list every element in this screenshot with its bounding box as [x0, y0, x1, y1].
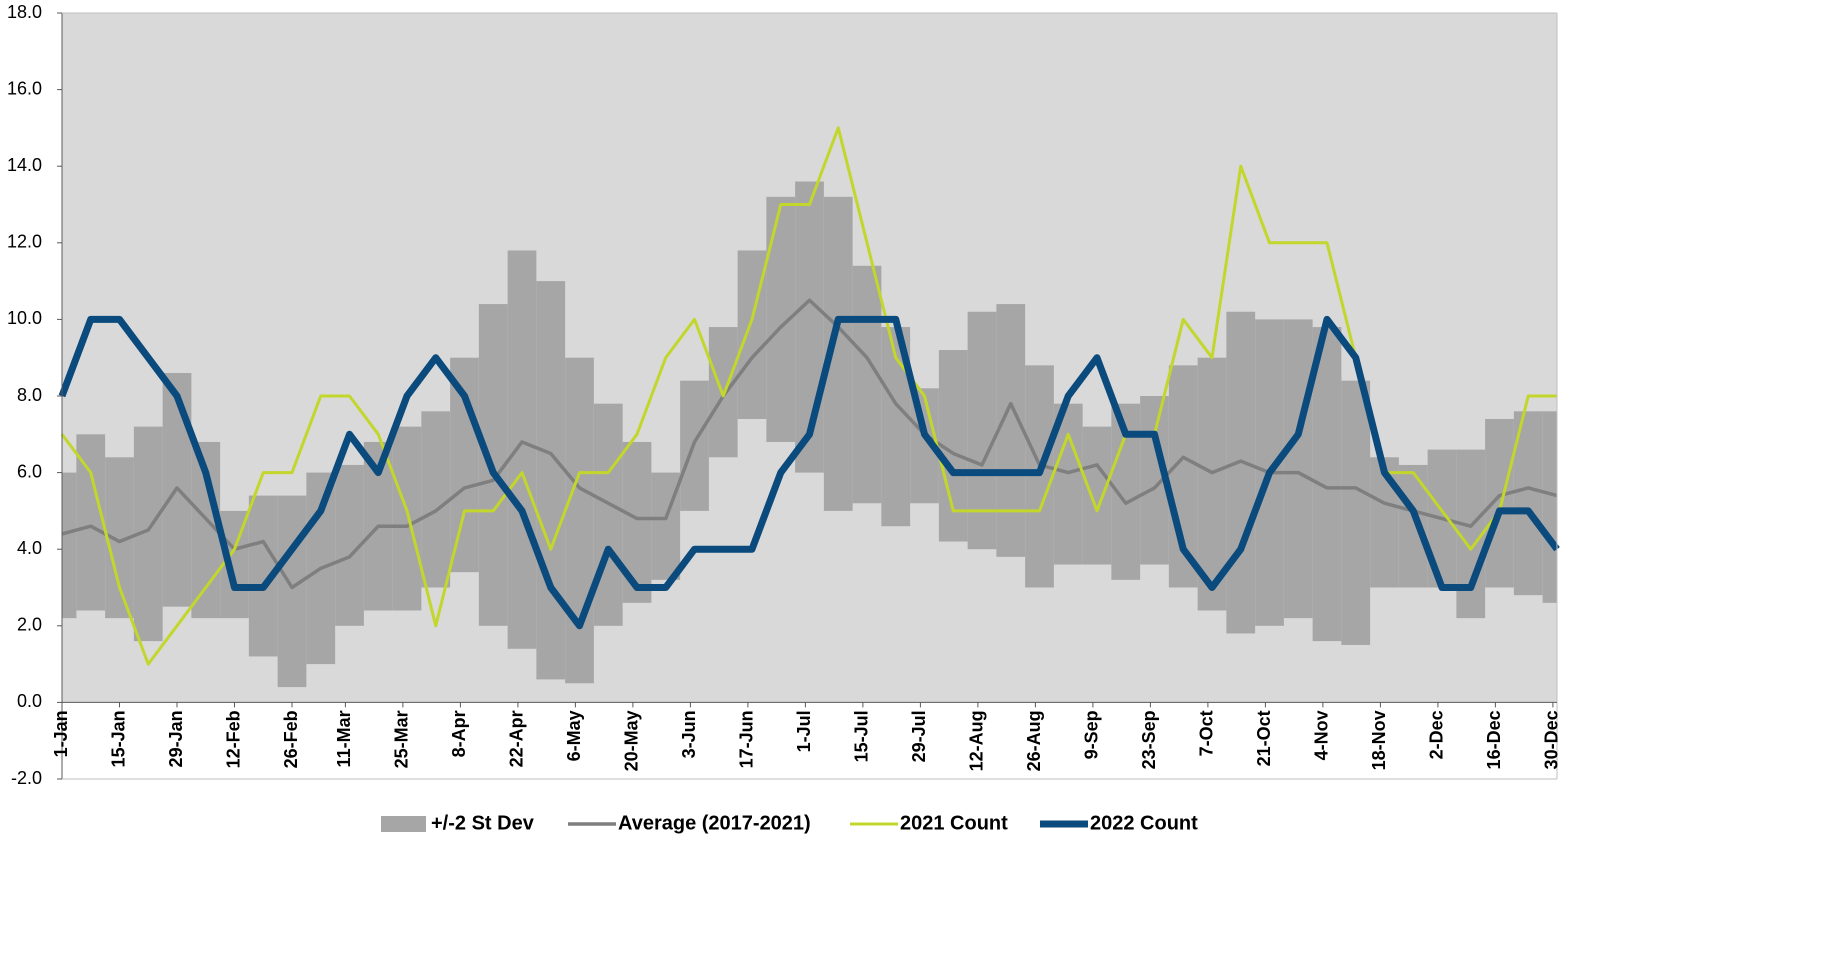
x-tick-label: 2-Dec [1427, 710, 1447, 759]
x-tick-label: 18-Nov [1369, 710, 1389, 770]
x-tick-label: 23-Sep [1139, 710, 1159, 769]
x-tick-label: 30-Dec [1542, 710, 1562, 769]
band-bar [76, 434, 106, 611]
x-tick-label: 22-Apr [507, 710, 527, 767]
band-bar [1283, 319, 1313, 619]
band-bar [565, 357, 594, 684]
band-bar [1542, 411, 1557, 603]
x-tick-label: 1-Jan [51, 710, 71, 757]
band-bar [1341, 380, 1371, 645]
x-tick-label: 1-Jul [794, 710, 814, 752]
y-tick-label: 10.0 [7, 308, 42, 328]
x-tick-label: 3-Jun [679, 710, 699, 758]
y-tick-label: 0.0 [17, 691, 42, 711]
band-bar [220, 510, 249, 619]
band-bar [277, 495, 307, 688]
x-tick-label: 8-Apr [449, 710, 469, 757]
band-bar [967, 311, 997, 550]
series-line [60, 126, 1557, 666]
x-tick-label: 11-Mar [334, 710, 354, 767]
x-tick-label: 26-Feb [281, 710, 301, 768]
x-tick-label: 15-Jan [108, 710, 128, 767]
band-bar [593, 403, 623, 626]
y-tick-label: 12.0 [7, 232, 42, 252]
band-bar [996, 304, 1026, 557]
x-tick-label: 20-May [622, 710, 642, 771]
series-line [61, 298, 1558, 590]
band-bar [1485, 418, 1514, 588]
legend-label: 2022 Count [1090, 812, 1198, 834]
legend-label: 2021 Count [900, 812, 1008, 834]
y-tick-label: 14.0 [7, 155, 42, 175]
band-bar [421, 411, 451, 588]
x-tick-label: 15-Jul [852, 710, 872, 762]
legend-label: +/-2 St Dev [431, 812, 535, 834]
band-bar [450, 357, 479, 573]
x-tick-label: 29-Jul [909, 710, 929, 762]
band-bar [1197, 357, 1227, 611]
band-bar [62, 472, 77, 619]
x-tick-label: 9-Sep [1082, 710, 1102, 759]
x-tick-label: 16-Dec [1484, 710, 1504, 769]
band-bar [1513, 411, 1543, 596]
band-bar [1398, 464, 1428, 588]
series-line [58, 315, 1560, 630]
y-tick-label: 18.0 [7, 2, 42, 22]
band-bar [1025, 365, 1054, 588]
band-bar [1370, 457, 1399, 588]
band-bar [1226, 311, 1256, 634]
band-bar [392, 426, 422, 611]
band-bar [536, 281, 566, 680]
x-tick-label: 7-Oct [1197, 710, 1217, 756]
x-tick-label: 29-Jan [166, 710, 186, 767]
y-tick-label: 2.0 [17, 615, 42, 635]
x-tick-label: 12-Aug [967, 710, 987, 771]
band-bar [507, 250, 537, 649]
legend-label: Average (2017-2021) [618, 812, 811, 834]
y-tick-label: 8.0 [17, 385, 42, 405]
y-tick-label: 16.0 [7, 78, 42, 98]
x-tick-label: 12-Feb [223, 710, 243, 768]
x-tick-label: 21-Oct [1254, 710, 1274, 766]
y-tick-label: -2.0 [11, 768, 42, 788]
band-bar [1082, 426, 1112, 565]
legend-swatch [381, 816, 426, 832]
x-tick-label: 17-Jun [737, 710, 757, 768]
y-tick-label: 6.0 [17, 461, 42, 481]
band-bar [852, 265, 882, 504]
y-tick-label: 4.0 [17, 538, 42, 558]
x-tick-label: 26-Aug [1024, 710, 1044, 771]
x-tick-label: 25-Mar [392, 710, 412, 768]
x-tick-label: 6-May [564, 710, 584, 761]
x-tick-label: 4-Nov [1312, 710, 1332, 760]
